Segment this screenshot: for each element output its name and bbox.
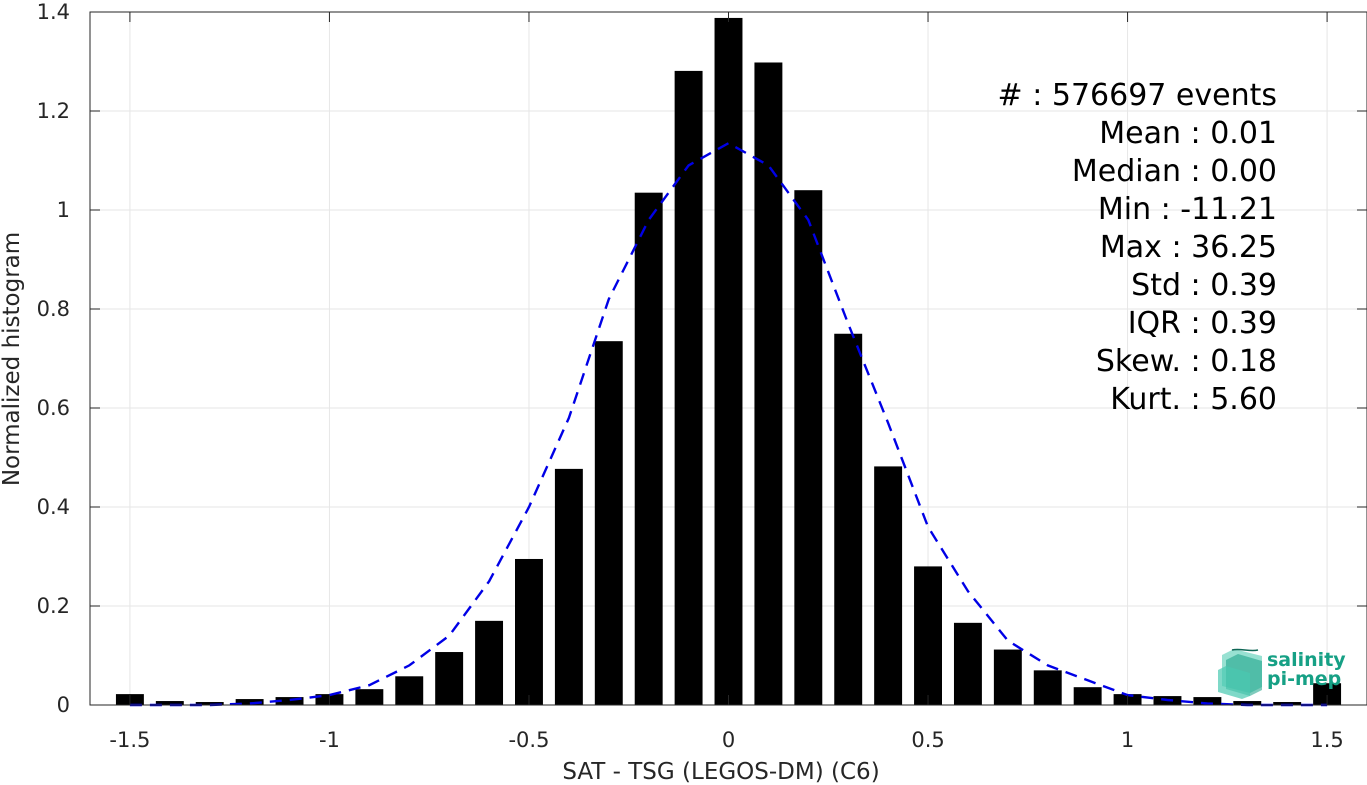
histogram-bar (195, 702, 224, 705)
stat-line: IQR : 0.39 (1128, 306, 1277, 341)
y-tick-label: 0.6 (37, 396, 70, 420)
stat-line: Kurt. : 5.60 (1110, 382, 1277, 417)
histogram-bar (1033, 670, 1062, 705)
histogram-bar (1273, 702, 1302, 705)
histogram-bar (1073, 687, 1102, 705)
histogram-bar (634, 192, 663, 706)
histogram-bar (953, 622, 982, 705)
histogram-bar (355, 689, 384, 705)
y-tick-labels: 0 0.2 0.4 0.6 0.8 1 1.2 1.4 (37, 0, 70, 717)
histogram-bar (794, 190, 823, 705)
y-tick-label: 0.4 (37, 495, 70, 519)
x-tick-label: -0.5 (508, 728, 549, 752)
x-tick-label: 1.5 (1310, 728, 1343, 752)
stat-line: Max : 36.25 (1100, 230, 1277, 265)
histogram-bar (275, 697, 304, 705)
logo-text-salinity: salinity (1267, 649, 1346, 671)
y-tick-label: 1.4 (37, 0, 70, 24)
x-tick-label: 1 (1121, 728, 1134, 752)
histogram-bar (155, 701, 184, 705)
logo-text-pimep: pi-mep (1267, 668, 1341, 690)
histogram-bar (475, 620, 504, 705)
y-tick-label: 0 (57, 693, 70, 717)
histogram-bar (834, 333, 863, 705)
stat-line: # : 576697 events (998, 78, 1277, 113)
histogram-bar (914, 566, 942, 705)
histogram-bar (435, 652, 464, 705)
histogram-bar (754, 62, 783, 706)
x-tick-label: -1 (319, 728, 340, 752)
histogram-bar (714, 17, 743, 705)
y-tick-label: 1 (57, 198, 70, 222)
x-axis-label: SAT - TSG (LEGOS-DM) (C6) (562, 759, 879, 785)
axes-frame (89, 11, 1367, 706)
x-tick-label: 0 (722, 728, 735, 752)
salinity-pi-mep-logo: salinity pi-mep (1218, 648, 1346, 699)
stat-line: Mean : 0.01 (1099, 116, 1277, 151)
histogram-bar (1233, 701, 1262, 705)
y-tick-label: 1.2 (37, 99, 70, 123)
y-tick-label: 0.2 (37, 594, 70, 618)
histogram-bar (515, 558, 543, 705)
stat-line: Std : 0.39 (1131, 268, 1277, 303)
x-tick-label: 0.5 (911, 728, 944, 752)
histogram-bar (874, 466, 903, 705)
x-tick-labels: -1.5 -1 -0.5 0 0.5 1 1.5 (109, 728, 1343, 752)
histogram-bar (235, 699, 264, 705)
x-tick-label: -1.5 (109, 728, 150, 752)
histogram-bar (1193, 697, 1222, 705)
histogram-bar (1313, 683, 1342, 705)
stat-line: Median : 0.00 (1072, 154, 1277, 189)
stat-line: Min : -11.21 (1098, 192, 1277, 227)
y-axis-label: Normalized histogram (0, 232, 25, 486)
histogram-bar (554, 468, 583, 705)
stat-line: Skew. : 0.18 (1096, 344, 1277, 379)
histogram-bar (395, 676, 424, 705)
y-tick-label: 0.8 (37, 297, 70, 321)
histogram-bar (993, 649, 1022, 705)
histogram-bar (594, 341, 623, 705)
logo-emblem-icon (1218, 648, 1262, 699)
